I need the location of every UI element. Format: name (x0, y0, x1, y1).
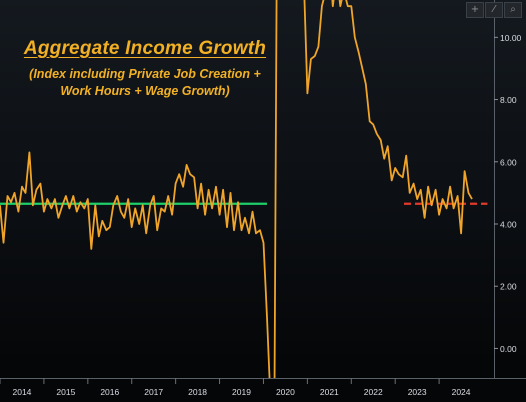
x-tick-labels: 2014 2015 2016 2017 2018 2019 2020 2021 2022 2023… (0, 378, 471, 397)
y-tick-labels: 10.00 8.00 6.00 4.00 2.00 0.00 (494, 33, 522, 354)
title-block: Aggregate Income Growth (Index including… (0, 38, 290, 100)
chart-title: Aggregate Income Growth (23, 38, 267, 59)
income-growth-line (0, 0, 473, 378)
x-tick-label: 2014 (12, 387, 31, 397)
x-tick-label: 2018 (188, 387, 207, 397)
x-tick-label: 2015 (56, 387, 75, 397)
x-tick-label: 2024 (452, 387, 471, 397)
zoom-icon[interactable]: ⌕ (504, 2, 522, 18)
pencil-icon[interactable]: ⁄ (485, 2, 503, 18)
y-tick-label: 0.00 (500, 344, 517, 354)
x-tick-label: 2021 (320, 387, 339, 397)
x-tick-label: 2022 (364, 387, 383, 397)
x-tick-label: 2020 (276, 387, 295, 397)
y-tick-label: 4.00 (500, 220, 517, 230)
plus-icon[interactable]: + (466, 2, 484, 18)
y-tick-label: 10.00 (500, 33, 522, 43)
series-group (0, 0, 473, 378)
y-tick-label: 8.00 (500, 95, 517, 105)
y-tick-label: 6.00 (500, 157, 517, 167)
x-tick-label: 2023 (408, 387, 427, 397)
x-tick-label: 2017 (144, 387, 163, 397)
x-tick-label: 2019 (232, 387, 251, 397)
chart-subtitle-line-1: (Index including Private Job Creation + (29, 67, 261, 81)
chart-subtitle-line-2: Work Hours + Wage Growth) (60, 84, 230, 98)
x-tick-label: 2016 (100, 387, 119, 397)
y-tick-label: 2.00 (500, 282, 517, 292)
chart-toolbar: + ⁄ ⌕ (466, 2, 522, 18)
